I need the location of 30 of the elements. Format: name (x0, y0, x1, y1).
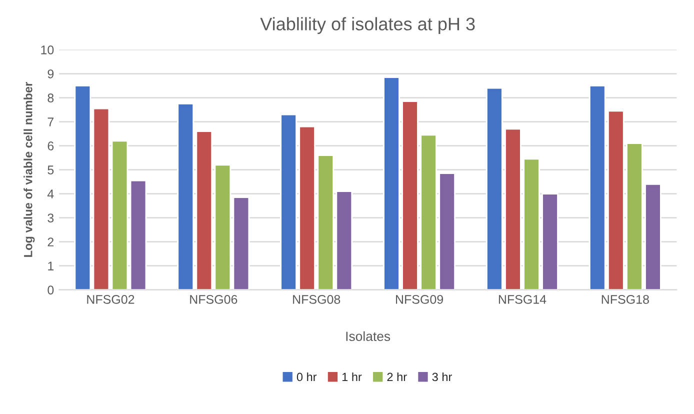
y-tick-label: 4 (47, 190, 54, 198)
bar (214, 164, 232, 290)
bar (232, 196, 250, 290)
y-tick-label: 5 (48, 166, 54, 174)
x-tick-label: NFSG18 (602, 294, 649, 304)
y-tick-label: 7 (48, 118, 54, 126)
y-tick-label: 8 (48, 94, 54, 102)
x-tick-label: NFSG02 (87, 294, 134, 304)
legend-label: 3 hr (432, 372, 452, 382)
x-tick-label: NFSG08 (293, 294, 340, 304)
y-tick-label: 3 (48, 214, 54, 222)
x-tick-label: NFSG14 (498, 294, 546, 304)
x-axis-title: Isolates (346, 331, 390, 342)
legend-label: 0 hr (296, 372, 317, 382)
y-tick-label: 1 (48, 262, 54, 270)
y-tick-label: 0 (48, 286, 54, 294)
x-tick-label: NFSG06 (190, 294, 238, 304)
y-tick-label: 6 (48, 142, 54, 150)
bar (111, 140, 128, 290)
bar (92, 108, 110, 290)
y-tick-label: 10 (41, 45, 54, 54)
y-axis-title: Log value of viable cell number (24, 82, 35, 257)
bar (74, 85, 92, 290)
bar (130, 180, 147, 290)
legend-label: 1 hr (342, 372, 362, 382)
y-tick-label: 9 (48, 69, 54, 78)
x-tick-label: NFSG09 (396, 294, 444, 304)
legend-label: 2 hr (387, 372, 407, 382)
chart-title: Viablility of isolates at pH 3 (260, 17, 475, 34)
y-tick-label: 2 (48, 238, 54, 246)
